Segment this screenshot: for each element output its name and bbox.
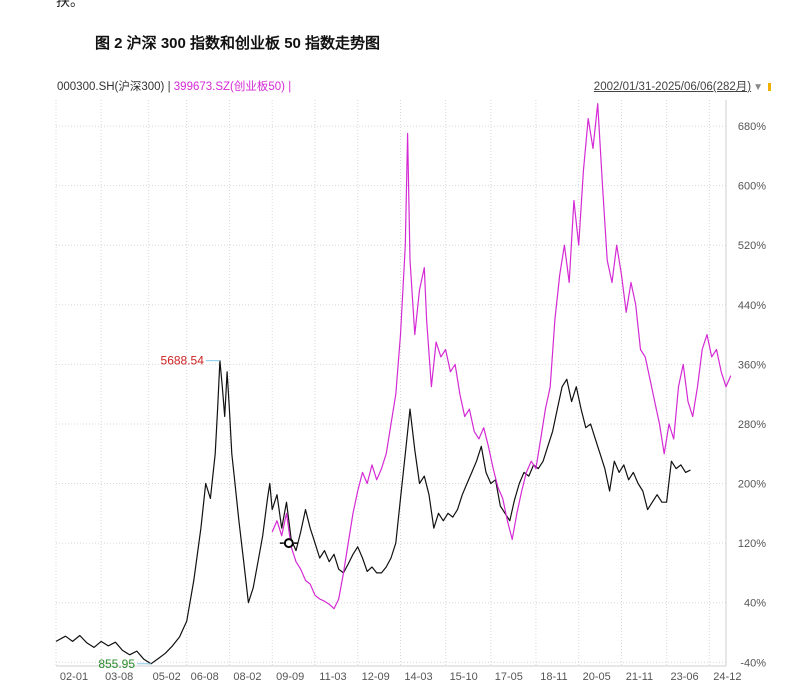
x-tick-label: 24-12 (713, 671, 741, 683)
annotation-label: 5688.54 (161, 354, 205, 368)
x-tick-label: 14-03 (404, 671, 432, 683)
chart-legend: 000300.SH(沪深300) | 399673.SZ(创业板50) | (57, 78, 291, 94)
series-line-2 (271, 103, 732, 610)
cursor-marker-icon (283, 538, 294, 549)
y-tick-label: 120% (738, 538, 766, 550)
chart-cursor (279, 538, 298, 549)
y-tick-label: 520% (738, 240, 766, 252)
chart-grid (55, 100, 727, 667)
dropdown-arrow-icon[interactable]: ▼ (753, 82, 763, 93)
x-tick-label: 12-09 (362, 671, 390, 683)
settings-bar-icon[interactable] (768, 82, 771, 91)
y-tick-label: 680% (738, 121, 766, 133)
annotation-label: 855.95 (98, 657, 135, 671)
x-tick-label: 03-08 (105, 671, 133, 683)
x-tick-label: 05-02 (153, 671, 181, 683)
y-axis: 680% 600% 520% 440% 360% 280% 200% 120% 40% -40% (738, 121, 766, 669)
y-tick-label: -40% (740, 657, 766, 669)
date-range-text[interactable]: 2002/01/31-2025/06/06(282月) (593, 81, 752, 93)
x-tick-label: 21-11 (626, 671, 653, 683)
x-tick-label: 02-01 (60, 671, 88, 683)
figure-title: 图 2 沪深 300 指数和创业板 50 指数走势图 (95, 35, 381, 52)
x-tick-label: 08-02 (233, 671, 261, 683)
y-tick-label: 40% (744, 598, 766, 610)
x-tick-label: 20-05 (583, 671, 611, 683)
y-tick-label: 280% (738, 419, 766, 431)
chart-annotations: 5688.54 855.95 (98, 354, 220, 671)
date-range-selector[interactable]: 2002/01/31-2025/06/06(282月) ▼ (594, 78, 771, 94)
x-tick-label: 11-03 (319, 671, 346, 683)
x-tick-label: 17-05 (495, 671, 523, 683)
y-tick-label: 200% (738, 479, 766, 491)
x-axis: 02-01 03-08 05-02 06-08 08-02 09-09 11-03 12-09… (60, 671, 742, 683)
x-tick-label: 09-09 (276, 671, 304, 683)
series-lines (55, 103, 732, 665)
x-tick-label: 15-10 (450, 671, 478, 683)
y-tick-label: 600% (738, 181, 766, 193)
top-text-fragment: 扶。 (56, 0, 84, 9)
legend-series-1[interactable]: 000300.SH(沪深300) | (57, 81, 171, 93)
series-line-1 (55, 360, 691, 665)
y-tick-label: 440% (738, 300, 766, 312)
x-tick-label: 18-11 (540, 671, 567, 683)
x-tick-label: 06-08 (191, 671, 219, 683)
y-tick-label: 360% (738, 359, 766, 371)
x-tick-label: 23-06 (671, 671, 699, 683)
legend-series-2[interactable]: 399673.SZ(创业板50) | (173, 81, 292, 93)
